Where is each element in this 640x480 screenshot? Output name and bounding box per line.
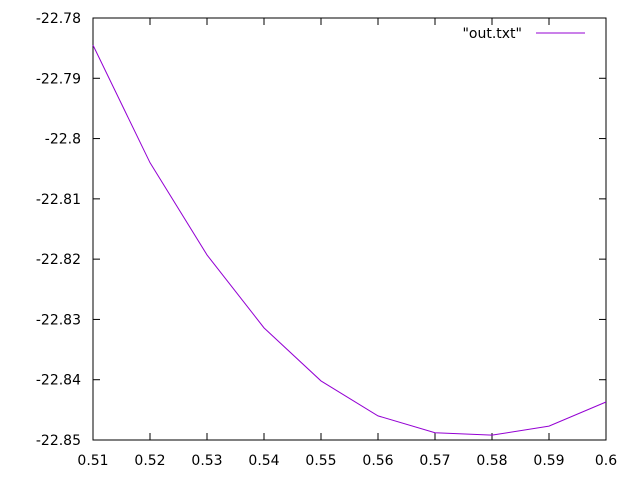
- plot-border: [92, 17, 607, 441]
- x-tick-label: 0.56: [362, 453, 393, 469]
- series-layer: [92, 44, 607, 436]
- y-tick-label: -22.81: [36, 192, 81, 208]
- y-tick-label: -22.85: [36, 433, 81, 449]
- x-tick-label: 0.51: [77, 453, 108, 469]
- y-tick-label: -22.82: [36, 252, 81, 268]
- x-tick-label: 0.52: [134, 453, 165, 469]
- x-tick-label: 0.55: [305, 453, 336, 469]
- y-tick-label: -22.79: [36, 71, 81, 87]
- series-line: [92, 44, 607, 436]
- x-tick-label: 0.57: [419, 453, 450, 469]
- x-tick-label: 0.53: [191, 453, 222, 469]
- x-tick-label: 0.58: [476, 453, 507, 469]
- y-tick-label: -22.78: [36, 11, 81, 27]
- y-axis: -22.78 -22.79 -22.8 -22.81 -22.82 -22.83 -22.8…: [36, 11, 606, 449]
- legend: "out.txt": [462, 26, 585, 42]
- x-tick-label: 0.59: [533, 453, 564, 469]
- legend-label: "out.txt": [462, 26, 522, 42]
- x-tick-label: 0.54: [248, 453, 279, 469]
- y-tick-label: -22.83: [36, 312, 81, 328]
- y-tick-label: -22.8: [45, 132, 81, 148]
- x-axis: 0.51 0.52 0.53 0.54 0.55 0.56 0.57 0.58 0.59 0.6: [77, 18, 617, 469]
- x-tick-label: 0.6: [595, 453, 617, 469]
- y-tick-label: -22.84: [36, 373, 81, 389]
